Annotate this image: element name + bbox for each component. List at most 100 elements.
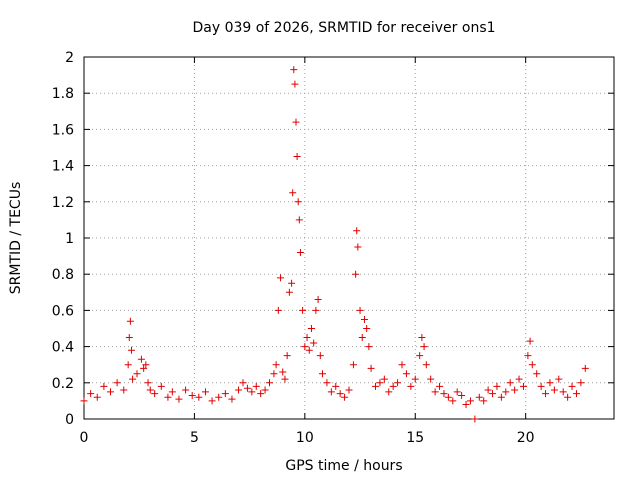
data-point [360, 315, 368, 323]
data-point [283, 352, 291, 360]
y-tick-label: 1 [65, 231, 74, 247]
data-point [515, 375, 523, 383]
data-point [327, 388, 335, 396]
data-point [411, 375, 419, 383]
data-point [137, 355, 145, 363]
data-point [449, 397, 457, 405]
data-point [80, 397, 88, 405]
y-tick-label: 1.2 [52, 195, 74, 211]
data-point [436, 382, 444, 390]
data-point [168, 388, 176, 396]
data-point [319, 370, 326, 378]
y-tick-label: 1.4 [52, 159, 74, 175]
x-axis-label: GPS time / hours [285, 458, 402, 474]
x-tick-label: 20 [517, 430, 535, 446]
y-axis-label: SRMTID / TECUs [8, 182, 24, 295]
data-point [420, 343, 428, 351]
data-point [341, 393, 349, 401]
data-point [363, 325, 371, 332]
data-point [398, 361, 406, 369]
data-point [458, 391, 466, 399]
data-point [270, 370, 278, 378]
data-point [407, 382, 415, 390]
data-point [519, 382, 527, 390]
data-point [235, 386, 243, 394]
data-point [526, 337, 534, 345]
data-point [157, 382, 165, 390]
data-point [293, 153, 301, 161]
data-point [100, 382, 108, 390]
chart-title: Day 039 of 2026, SRMTID for receiver ons… [192, 20, 495, 36]
data-point [564, 393, 572, 401]
data-point [380, 375, 388, 383]
data-point [524, 352, 532, 360]
data-point [475, 393, 483, 401]
data-point [568, 382, 576, 390]
y-tick-label: 0.6 [52, 303, 74, 319]
data-point [533, 370, 541, 378]
grid-layer [84, 57, 614, 419]
data-point [493, 382, 501, 390]
data-point [506, 379, 514, 387]
data-point [367, 364, 375, 372]
data-point [489, 390, 497, 398]
data-point [151, 390, 159, 398]
y-tick-label: 2 [65, 50, 74, 66]
y-tick-label: 1.6 [52, 122, 74, 138]
data-point [480, 397, 488, 405]
data-point [356, 306, 364, 314]
data-point [462, 401, 470, 409]
data-point [288, 279, 296, 287]
data-point [376, 379, 384, 387]
data-point [289, 189, 297, 197]
data-point [274, 306, 282, 314]
data-point [126, 317, 134, 325]
data-point [239, 379, 247, 387]
ticks-layer: 00.20.40.60.811.21.41.61.820 5 10 15 20 [52, 50, 614, 446]
data-point [295, 216, 303, 224]
data-point [484, 386, 492, 394]
data-point [528, 361, 536, 369]
data-point [418, 334, 426, 342]
y-tick-label: 0.2 [52, 376, 74, 392]
data-point [307, 325, 315, 332]
data-point [195, 393, 203, 401]
data-point [497, 393, 505, 401]
data-point [301, 343, 309, 351]
data-point [215, 393, 223, 401]
data-point [243, 384, 251, 392]
data-point [332, 382, 340, 390]
points-layer [80, 66, 589, 423]
data-point [124, 361, 132, 369]
data-point [175, 395, 183, 403]
data-point [277, 274, 285, 282]
data-point [279, 368, 287, 376]
data-point [299, 306, 307, 314]
y-tick-label: 0.8 [52, 267, 74, 283]
data-point [502, 388, 510, 396]
data-point [164, 393, 172, 401]
data-point [182, 386, 190, 394]
data-point [471, 415, 479, 423]
y-tick-label: 0.4 [52, 340, 74, 356]
data-point [296, 248, 304, 256]
data-point [125, 334, 133, 342]
data-point [365, 343, 373, 351]
data-point [550, 386, 558, 394]
data-point [113, 379, 121, 387]
data-point [303, 334, 311, 342]
data-point [466, 397, 474, 405]
data-point [581, 364, 589, 372]
data-point [127, 346, 135, 354]
data-point [354, 243, 362, 251]
data-point [133, 370, 141, 378]
data-point [129, 375, 137, 383]
data-point [353, 227, 361, 235]
data-point [316, 352, 324, 360]
data-point [272, 361, 280, 369]
data-point [402, 370, 410, 378]
data-point [201, 388, 209, 396]
data-point [142, 361, 150, 369]
y-tick-label: 0 [65, 412, 74, 428]
